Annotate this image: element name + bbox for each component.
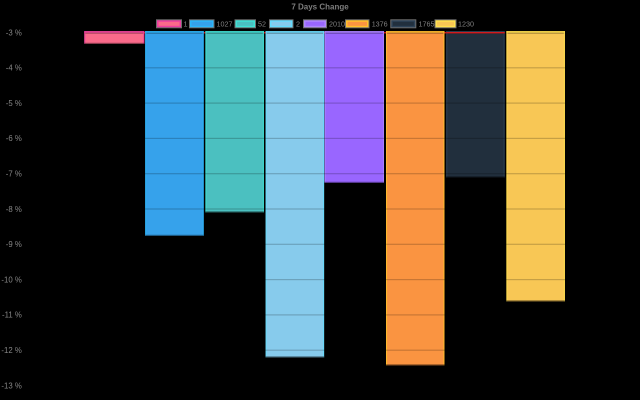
svg-text:1230: 1230: [458, 20, 474, 29]
svg-text:-12 %: -12 %: [1, 346, 21, 355]
svg-text:1: 1: [184, 20, 188, 29]
svg-text:-9 %: -9 %: [6, 240, 22, 249]
svg-text:2010: 2010: [329, 20, 345, 29]
svg-text:-6 %: -6 %: [6, 134, 22, 143]
svg-text:1765: 1765: [419, 20, 435, 29]
svg-text:-7 %: -7 %: [6, 170, 22, 179]
svg-text:52: 52: [258, 20, 266, 29]
svg-text:-4 %: -4 %: [6, 64, 22, 73]
svg-text:2: 2: [296, 20, 300, 29]
svg-text:-13 %: -13 %: [1, 381, 21, 390]
svg-text:7 Days Change: 7 Days Change: [291, 3, 349, 12]
svg-text:1376: 1376: [372, 20, 388, 29]
svg-text:1027: 1027: [217, 20, 233, 29]
svg-text:-3 %: -3 %: [6, 28, 22, 37]
svg-text:-8 %: -8 %: [6, 205, 22, 214]
svg-text:-11 %: -11 %: [2, 311, 22, 320]
svg-text:-10 %: -10 %: [1, 275, 21, 284]
svg-text:-5 %: -5 %: [6, 99, 22, 108]
